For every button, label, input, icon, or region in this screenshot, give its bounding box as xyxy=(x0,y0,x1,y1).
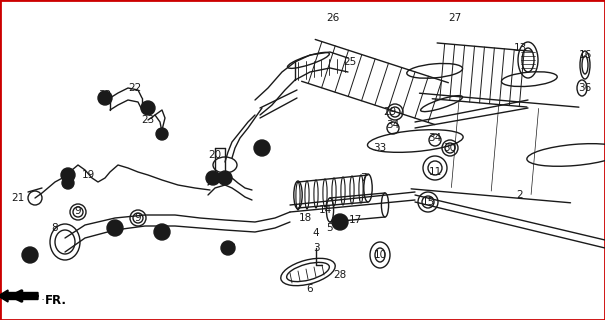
Ellipse shape xyxy=(62,177,74,189)
Text: 11: 11 xyxy=(428,167,442,177)
Text: 13: 13 xyxy=(514,43,526,53)
Text: 17: 17 xyxy=(348,215,362,225)
Ellipse shape xyxy=(206,171,220,185)
Text: 22: 22 xyxy=(128,83,142,93)
Text: 34: 34 xyxy=(387,120,400,130)
Text: 34: 34 xyxy=(428,133,442,143)
Text: 9: 9 xyxy=(135,213,142,223)
Ellipse shape xyxy=(218,171,232,185)
Text: 8: 8 xyxy=(51,223,58,233)
Text: 6: 6 xyxy=(307,284,313,294)
Text: 33: 33 xyxy=(373,143,387,153)
Text: 5: 5 xyxy=(327,223,333,233)
Text: 18: 18 xyxy=(298,213,312,223)
Text: 32: 32 xyxy=(142,103,155,113)
Ellipse shape xyxy=(332,214,348,230)
Text: 21: 21 xyxy=(11,193,25,203)
Text: 32: 32 xyxy=(99,90,112,100)
Text: 27: 27 xyxy=(448,13,462,23)
Text: 4: 4 xyxy=(313,228,319,238)
Text: 30: 30 xyxy=(155,227,169,237)
Text: 30: 30 xyxy=(24,250,36,260)
Ellipse shape xyxy=(22,247,38,263)
Text: 10: 10 xyxy=(373,250,387,260)
Text: 3: 3 xyxy=(313,243,319,253)
Ellipse shape xyxy=(61,168,75,182)
Text: 2: 2 xyxy=(517,190,523,200)
Text: 30: 30 xyxy=(443,143,457,153)
Text: 29: 29 xyxy=(384,107,397,117)
Text: 31: 31 xyxy=(255,143,269,153)
Text: 16: 16 xyxy=(578,50,592,60)
Text: 26: 26 xyxy=(326,13,339,23)
Text: 7: 7 xyxy=(360,173,366,183)
Text: 30: 30 xyxy=(108,223,122,233)
Ellipse shape xyxy=(154,224,170,240)
Ellipse shape xyxy=(107,220,123,236)
Text: 30: 30 xyxy=(333,217,347,227)
Text: 15: 15 xyxy=(421,197,434,207)
Text: 300: 300 xyxy=(42,299,45,300)
Text: 35: 35 xyxy=(61,178,74,188)
Text: 23: 23 xyxy=(142,115,155,125)
Ellipse shape xyxy=(254,140,270,156)
Text: 12: 12 xyxy=(223,243,237,253)
Text: 20: 20 xyxy=(209,150,221,160)
Ellipse shape xyxy=(221,241,235,255)
Text: 36: 36 xyxy=(578,83,592,93)
Ellipse shape xyxy=(141,101,155,115)
Ellipse shape xyxy=(156,128,168,140)
Text: 24: 24 xyxy=(206,173,220,183)
Text: 25: 25 xyxy=(344,57,356,67)
Text: 14: 14 xyxy=(318,205,332,215)
Text: 9: 9 xyxy=(74,206,81,216)
Text: 19: 19 xyxy=(82,170,94,180)
Text: 28: 28 xyxy=(333,270,347,280)
Ellipse shape xyxy=(98,91,112,105)
Text: FR.: FR. xyxy=(45,293,67,307)
FancyArrow shape xyxy=(0,290,38,302)
